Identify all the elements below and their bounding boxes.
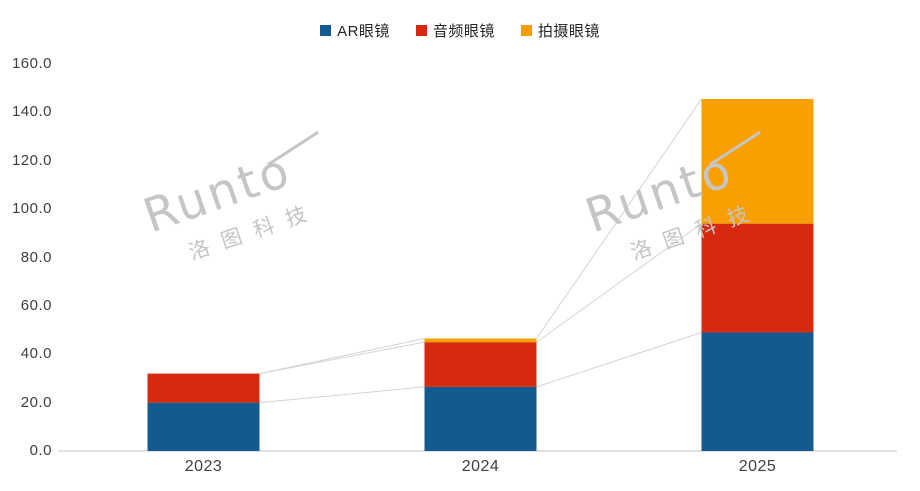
chart-legend: AR眼镜 音频眼镜 拍摄眼镜 [0, 20, 920, 41]
x-axis-label-2025: 2025 [738, 458, 777, 475]
bar-segment-2024 [424, 342, 537, 387]
y-tick-label: 80.0 [20, 248, 52, 266]
legend-item: 拍摄眼镜 [520, 20, 600, 41]
legend-item: 音频眼镜 [415, 20, 495, 41]
bar-segment-2025 [701, 332, 814, 451]
series-connector-line [536, 98, 702, 339]
series-connector-line [536, 332, 702, 388]
legend-label: AR眼镜 [337, 23, 390, 40]
series-connector-line [259, 341, 425, 375]
bar-segment-2023 [147, 402, 260, 451]
legend-label: 拍摄眼镜 [537, 23, 600, 40]
series-connector-line [259, 386, 425, 404]
legend-item: AR眼镜 [320, 20, 390, 41]
x-axis-label-2023: 2023 [184, 458, 223, 475]
y-tick-label: 160.0 [11, 55, 52, 72]
legend-swatch-icon [320, 25, 332, 36]
y-tick-label: 140.0 [11, 103, 52, 121]
legend-swatch-icon [520, 25, 532, 36]
x-axis-label-2024: 2024 [461, 458, 500, 475]
bar-segment-2025 [701, 223, 814, 333]
y-tick-label: 0.0 [29, 442, 52, 459]
y-tick-label: 120.0 [11, 151, 52, 169]
y-tick-label: 40.0 [20, 345, 52, 363]
y-tick-label: 100.0 [11, 200, 52, 218]
legend-swatch-icon [415, 25, 427, 36]
legend-label: 音频眼镜 [432, 23, 495, 40]
bar-segment-2025 [701, 99, 814, 224]
series-connector-line [536, 223, 702, 343]
y-tick-label: 60.0 [20, 296, 52, 314]
y-tick-label: 20.0 [20, 393, 52, 411]
bar-segment-2024 [424, 338, 537, 343]
bar-segment-2023 [147, 373, 260, 403]
series-connector-line [259, 338, 425, 375]
bar-segment-2024 [424, 386, 537, 451]
